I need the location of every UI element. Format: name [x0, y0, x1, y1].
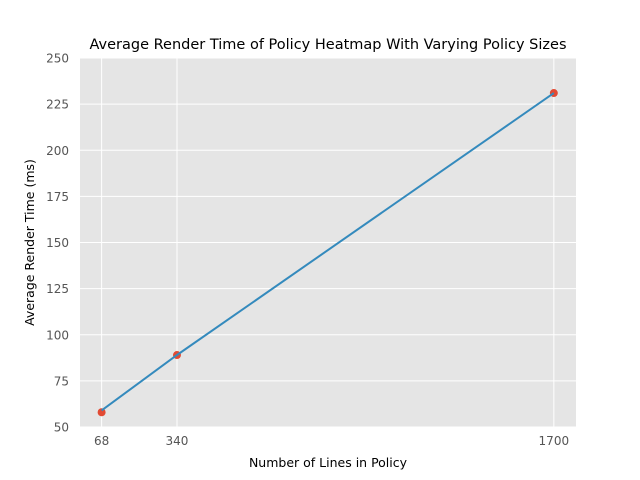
y-axis-label: Average Render Time (ms) [22, 159, 37, 326]
data-point [97, 408, 106, 417]
y-tick-label: 50 [54, 421, 69, 435]
y-tick-label: 175 [46, 190, 69, 204]
y-tick-label: 225 [46, 98, 69, 112]
y-tick-label: 200 [46, 144, 69, 158]
y-tick-label: 150 [46, 236, 69, 250]
series-layer [97, 89, 558, 417]
y-tick-label: 250 [46, 52, 69, 66]
chart-title: Average Render Time of Policy Heatmap Wi… [89, 37, 566, 53]
x-tick-label: 340 [166, 434, 189, 448]
y-tick-label: 100 [46, 328, 69, 342]
grid [80, 57, 576, 428]
y-tick-label: 75 [54, 374, 69, 388]
y-tick-label: 125 [46, 282, 69, 296]
x-tick-label: 68 [94, 434, 109, 448]
fit-line [101, 92, 555, 412]
tick-labels: 50 75 100 125 150 175 200 225 250 68 340 1700 [46, 52, 569, 449]
x-axis-label: Number of Lines in Policy [249, 455, 408, 470]
x-tick-label: 1700 [539, 434, 570, 448]
